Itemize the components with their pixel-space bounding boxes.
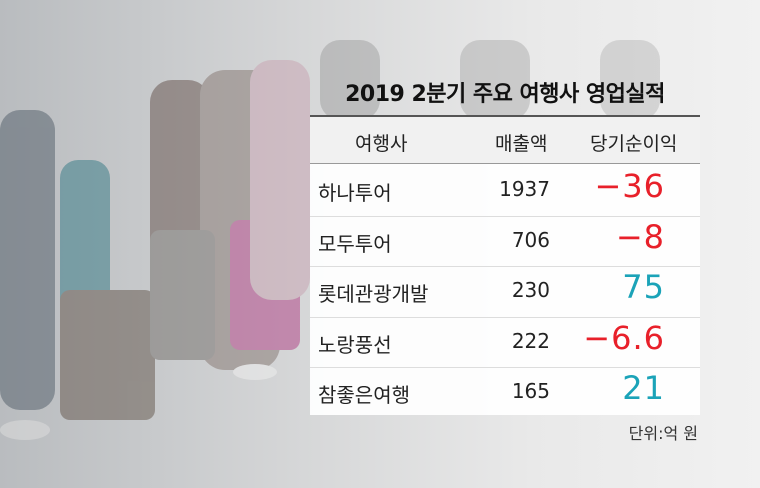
row-separator [310, 367, 700, 368]
net-profit: 75 [622, 268, 665, 306]
title: 2019 2분기 주요 여행사 영업실적 [345, 82, 665, 107]
net-profit: 21 [622, 369, 665, 407]
header-cell: 당기순이익 [590, 133, 678, 155]
net-profit: −8 [615, 217, 665, 256]
revenue: 230 [511, 278, 550, 302]
row-separator [310, 215, 700, 217]
header-row: 여행사 매출액 당기순이익 [310, 115, 700, 164]
row-separator [310, 266, 700, 267]
revenue: 165 [511, 379, 550, 403]
company-name: 모두투어 [318, 231, 392, 256]
revenue: 706 [511, 227, 550, 252]
header-cell: 여행사 [355, 133, 408, 155]
company-name: 롯데관광개발 [318, 282, 429, 306]
revenue: 1937 [499, 177, 550, 201]
net-profit: −6.6 [583, 318, 665, 357]
company-name: 참좋은여행 [318, 383, 410, 407]
table: 여행사 매출액 당기순이익 하나투어 1937 −36 모두투어 706 −8 롯데관광개발 23… [310, 115, 700, 415]
company-name: 하나투어 [318, 181, 392, 205]
company-name: 노랑풍선 [318, 332, 392, 357]
revenue: 222 [511, 328, 550, 353]
header-cell: 매출액 [495, 133, 548, 155]
unit-note: 단위:억 원 [628, 424, 698, 443]
row-separator [310, 316, 700, 318]
net-profit: −36 [594, 167, 665, 205]
